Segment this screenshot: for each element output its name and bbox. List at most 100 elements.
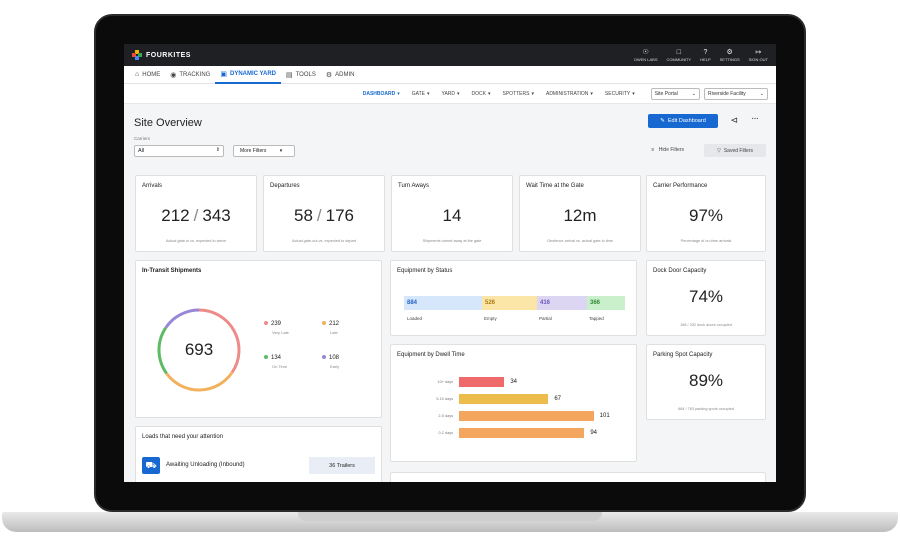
subnav-administration[interactable]: ADMINISTRATION ▾ bbox=[546, 91, 593, 97]
hide-filters-button[interactable]: ≡ Hide Filters bbox=[651, 147, 684, 153]
card-title: Departures bbox=[270, 183, 300, 189]
subnav-yard[interactable]: YARD ▾ bbox=[442, 91, 460, 97]
dwell-bar-value: 101 bbox=[599, 413, 610, 419]
status-label: Tapped bbox=[589, 316, 604, 321]
legend-value: 134 bbox=[271, 355, 282, 361]
card-description: 168 / 332 dock doors occupied bbox=[680, 323, 732, 327]
legend-dot bbox=[264, 355, 268, 360]
more-filters-button[interactable]: More Filters ▾ bbox=[233, 145, 295, 157]
facility-select[interactable]: Riverside Facility ⌄ bbox=[704, 87, 768, 100]
attention-item-count[interactable]: 36 Trailers bbox=[309, 457, 375, 474]
chevron-down-icon: ▾ bbox=[279, 148, 283, 154]
brand-menu-user[interactable]: ☉ OWEN LABS bbox=[634, 49, 658, 62]
chevron-down-icon: ▾ bbox=[590, 90, 593, 97]
card-title: Wait Time at the Gate bbox=[526, 183, 584, 189]
turn-aways-card[interactable]: Turn Aways 14 Shipments turned away at t… bbox=[391, 175, 513, 252]
arrivals-actual: 212 bbox=[161, 206, 190, 225]
legend-dot bbox=[322, 321, 326, 326]
subnav-label: YARD bbox=[441, 90, 456, 97]
tab-home[interactable]: ⌂ HOME bbox=[130, 66, 165, 84]
legend-label: Late bbox=[330, 330, 338, 335]
subnav-spotters[interactable]: SPOTTERS ▾ bbox=[503, 91, 534, 97]
tab-label: TRACKING bbox=[179, 71, 211, 78]
dwell-bar[interactable] bbox=[459, 428, 585, 438]
dock-capacity-card[interactable]: Dock Door Capacity 74% 168 / 332 dock do… bbox=[646, 260, 766, 336]
turn-aways-value: 14 bbox=[442, 206, 462, 225]
status-segment-tapped[interactable]: 366 bbox=[587, 296, 625, 310]
dwell-bar-value: 34 bbox=[510, 379, 518, 385]
brand-menu-settings[interactable]: ⚙ SETTINGS bbox=[720, 49, 740, 62]
dwell-bar[interactable] bbox=[459, 411, 594, 421]
donut-slice-late[interactable] bbox=[165, 371, 234, 392]
card-title: Equipment by Dwell Time bbox=[397, 352, 465, 358]
dwell-bar[interactable] bbox=[459, 377, 505, 387]
gear-icon: ⚙ bbox=[726, 48, 733, 56]
facility-select-value: Riverside Facility bbox=[708, 90, 746, 97]
edit-dashboard-button[interactable]: ✎ Edit Dashboard bbox=[648, 114, 718, 128]
status-segment-empty[interactable]: 526 bbox=[482, 296, 537, 310]
legend-value: 108 bbox=[329, 355, 340, 361]
chevron-down-icon: ▾ bbox=[632, 90, 635, 97]
subnav-security[interactable]: SECURITY ▾ bbox=[605, 91, 635, 97]
wait-time-card[interactable]: Wait Time at the Gate 12m Geofence arriv… bbox=[519, 175, 641, 252]
gear-icon: ⚙ bbox=[325, 71, 333, 79]
tab-label: HOME bbox=[142, 71, 161, 78]
page-title: Site Overview bbox=[134, 117, 202, 129]
bottom-card-partial[interactable] bbox=[390, 472, 766, 482]
subnav-gate[interactable]: GATE ▾ bbox=[412, 91, 430, 97]
subnav-label: SPOTTERS bbox=[502, 90, 530, 97]
chat-icon: □ bbox=[676, 48, 681, 56]
subnav-dashboard[interactable]: DASHBOARD ▾ bbox=[363, 91, 400, 97]
departures-expected: 176 bbox=[325, 206, 355, 225]
equipment-status-card[interactable]: Equipment by Status 884 526 416 366 Load… bbox=[390, 260, 637, 336]
portal-select-value: Site Portal bbox=[654, 90, 678, 97]
dwell-time-card[interactable]: Equipment by Dwell Time 10+ days 34 5-10 d… bbox=[390, 344, 637, 462]
pencil-icon: ✎ bbox=[660, 118, 665, 124]
status-segment-partial[interactable]: 416 bbox=[537, 296, 587, 310]
attention-item-label[interactable]: Awaiting Unloading (Inbound) bbox=[166, 462, 245, 468]
saved-filters-button[interactable]: ▽ Saved Filters bbox=[704, 144, 766, 157]
donut-slice-very-late[interactable] bbox=[198, 308, 241, 374]
arrivals-card[interactable]: Arrivals 212/343 Actual gate-in vs. expe… bbox=[135, 175, 257, 252]
subnav-dock[interactable]: DOCK ▾ bbox=[472, 91, 491, 97]
dwell-bar-value: 67 bbox=[554, 396, 562, 402]
tab-label: DYNAMIC YARD bbox=[229, 70, 276, 77]
legend-value: 212 bbox=[329, 321, 340, 327]
donut-slice-early[interactable] bbox=[164, 308, 200, 329]
brand-menu-help[interactable]: ? HELP bbox=[700, 49, 710, 62]
legend-item-late: 212 Late bbox=[322, 321, 339, 335]
attention-card[interactable]: Loads that need your attention ⛟ Awaitin… bbox=[135, 426, 382, 482]
chevron-down-icon: ▾ bbox=[426, 90, 430, 97]
carrier-performance-card[interactable]: Carrier Performance 97% Percentage of on… bbox=[646, 175, 766, 252]
dwell-row-label: 10+ days bbox=[437, 380, 453, 384]
brand-menu-label: HELP bbox=[700, 56, 711, 62]
card-title: Parking Spot Capacity bbox=[653, 352, 713, 358]
carriers-select[interactable]: All ⇕ bbox=[134, 145, 224, 157]
brand-menu-community[interactable]: □ COMMUNITY bbox=[667, 49, 692, 62]
departures-card[interactable]: Departures 58/176 Actual gate-out vs. ex… bbox=[263, 175, 385, 252]
dwell-bar[interactable] bbox=[459, 394, 549, 404]
in-transit-card[interactable]: In-Transit Shipments 693 239 Very Late 21… bbox=[135, 260, 382, 418]
brand-menu-label: COMMUNITY bbox=[666, 56, 692, 62]
parking-capacity-card[interactable]: Parking Spot Capacity 89% 684 / 763 park… bbox=[646, 344, 766, 420]
page-header: Site Overview ✎ Edit Dashboard ⊲ ··· bbox=[134, 113, 766, 134]
in-transit-donut bbox=[157, 308, 241, 392]
brand-menu-label: OWEN LABS bbox=[633, 56, 658, 62]
portal-select[interactable]: Site Portal ⌄ bbox=[650, 87, 700, 100]
main-nav: ⌂ HOME ◉ TRACKING ▣ DYNAMIC YARD ▤ TOOLS… bbox=[124, 66, 776, 84]
parking-capacity-value: 89% bbox=[688, 371, 724, 390]
hide-filters-label: Hide Filters bbox=[658, 147, 684, 153]
card-title: Dock Door Capacity bbox=[653, 268, 707, 274]
brand-menu-signout[interactable]: ↦ SIGN OUT bbox=[749, 49, 768, 62]
donut-slice-on-time[interactable] bbox=[157, 326, 168, 375]
status-segment-loaded[interactable]: 884 bbox=[404, 296, 482, 310]
brand-logo[interactable]: FOURKITES bbox=[132, 50, 191, 60]
filter-icon: ▽ bbox=[716, 147, 721, 154]
tab-tools[interactable]: ▤ TOOLS bbox=[281, 66, 321, 84]
tab-tracking[interactable]: ◉ TRACKING bbox=[165, 66, 215, 84]
tab-dynamic-yard[interactable]: ▣ DYNAMIC YARD bbox=[215, 66, 281, 84]
more-options-icon[interactable]: ··· bbox=[751, 113, 759, 124]
tab-admin[interactable]: ⚙ ADMIN bbox=[321, 66, 360, 84]
laptop-base bbox=[2, 512, 898, 532]
share-icon[interactable]: ⊲ bbox=[730, 115, 738, 125]
